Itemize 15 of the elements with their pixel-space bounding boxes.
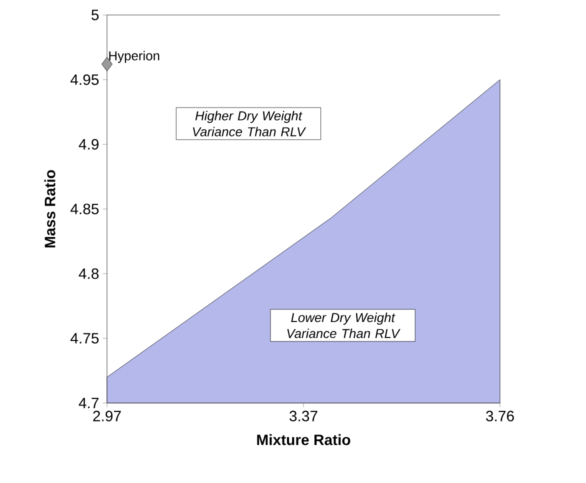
y-tick-label: 4.95 bbox=[70, 74, 99, 85]
y-tick-label: 4.85 bbox=[70, 204, 99, 214]
y-tick-label: 4.9 bbox=[78, 139, 99, 150]
x-tick-label: 3.37 bbox=[290, 410, 318, 422]
y-tick-label: 4.75 bbox=[70, 333, 99, 344]
x-axis-title: Mixture Ratio bbox=[257, 434, 350, 446]
y-tick-label: 4.8 bbox=[78, 268, 99, 279]
y-tick-label: 4.7 bbox=[78, 398, 98, 408]
annotation: Lower Dry Weight Variance Than RLV bbox=[287, 312, 400, 338]
y-tick-label: 5 bbox=[92, 10, 99, 20]
series-label: Hyperion bbox=[109, 50, 160, 63]
x-tick-label: 2.97 bbox=[93, 410, 121, 422]
y-axis-title: Mass Ratio bbox=[44, 170, 56, 248]
x-tick-label: 3.76 bbox=[486, 410, 514, 422]
annotation: Higher Dry Weight Variance Than RLV bbox=[192, 110, 306, 136]
